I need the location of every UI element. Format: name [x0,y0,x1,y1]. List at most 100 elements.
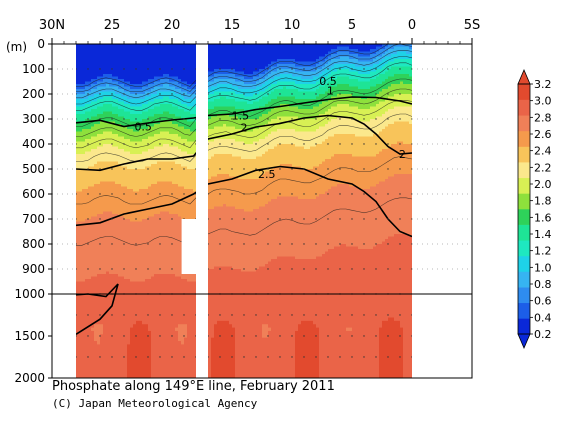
sample-dot [327,193,329,195]
sample-dot [315,118,317,120]
sample-dot [387,68,389,70]
sample-dot [279,193,281,195]
sample-dot [375,118,377,120]
sample-dot [279,335,281,337]
colorbar-segment [518,287,530,304]
sample-dot [351,243,353,245]
sample-dot [399,356,401,358]
sample-dot [363,218,365,220]
sample-dot [267,218,269,220]
contour-label: 0.5 [134,121,152,134]
sample-dot [291,356,293,358]
sample-dot [231,118,233,120]
sample-dot [375,93,377,95]
sample-dot [111,268,113,270]
sample-dot [399,243,401,245]
sample-dot [363,268,365,270]
sample-dot [219,243,221,245]
colorbar-label: 3.0 [534,95,552,108]
sample-dot [243,268,245,270]
sample-dot [219,335,221,337]
sample-dot [339,218,341,220]
sample-dot [171,68,173,70]
colorbar-segment [518,224,530,241]
sample-dot [183,356,185,358]
y-tick-label: 400 [22,137,45,151]
sample-dot [135,335,137,337]
sample-dot [231,218,233,220]
sample-dot [279,68,281,70]
sample-dot [147,193,149,195]
sample-dot [339,118,341,120]
sample-dot [375,243,377,245]
sample-dot [87,268,89,270]
sample-dot [327,118,329,120]
sample-dot [303,68,305,70]
sample-dot [339,68,341,70]
sample-dot [327,356,329,358]
sample-dot [351,218,353,220]
colorbar-min-arrow [517,333,531,350]
contour-label: 1 [327,85,334,98]
contour-line [76,50,413,99]
sample-dot [375,268,377,270]
sample-dot [135,356,137,358]
sample-dot [255,268,257,270]
sample-dot [339,268,341,270]
sample-dot [123,93,125,95]
sample-dot [147,118,149,120]
contour-line [76,113,413,162]
sample-dot [147,356,149,358]
sample-dot [123,193,125,195]
x-tick-label: 5S [464,18,481,33]
colorbar-frame [517,83,531,335]
sample-dot [99,335,101,337]
sample-dot [135,243,137,245]
y-tick-label: 0 [37,37,45,51]
sample-dot [219,93,221,95]
sample-dot [255,314,257,316]
sample-dot [375,143,377,145]
sample-dot [303,168,305,170]
sample-dot [255,118,257,120]
sample-dot [159,168,161,170]
sample-dot [315,68,317,70]
sample-dot [171,268,173,270]
colorbar-segment [518,130,530,147]
mask-no-data-box [181,219,196,274]
sample-dot [243,168,245,170]
sample-dot [291,168,293,170]
sample-dot [99,193,101,195]
sample-dot [147,168,149,170]
sample-dot [171,243,173,245]
sample-dot [147,314,149,316]
sample-dot [387,356,389,358]
sample-dot [255,143,257,145]
colorbar-label: 2.4 [534,145,552,158]
sample-dot [327,143,329,145]
sample-dot [231,243,233,245]
sample-dot [99,93,101,95]
sample-dot [243,118,245,120]
sample-dot [303,93,305,95]
sample-dot [159,118,161,120]
sample-dot [363,314,365,316]
colorbar-max-arrow [517,68,531,85]
sample-dot [183,118,185,120]
sample-dot [399,168,401,170]
sample-dot [87,93,89,95]
sample-dot [339,335,341,337]
sample-dot [315,356,317,358]
sample-dot [375,68,377,70]
sample-dot [267,268,269,270]
y-tick-label: 800 [22,237,45,251]
sample-dot [243,335,245,337]
contour-label: 0.5 [319,75,337,88]
sample-dot [399,193,401,195]
sample-dot [363,335,365,337]
sample-dot [171,218,173,220]
contour-line [76,44,412,87]
y-tick-label: 100 [22,62,45,76]
sample-dot [111,93,113,95]
sample-dot [135,118,137,120]
